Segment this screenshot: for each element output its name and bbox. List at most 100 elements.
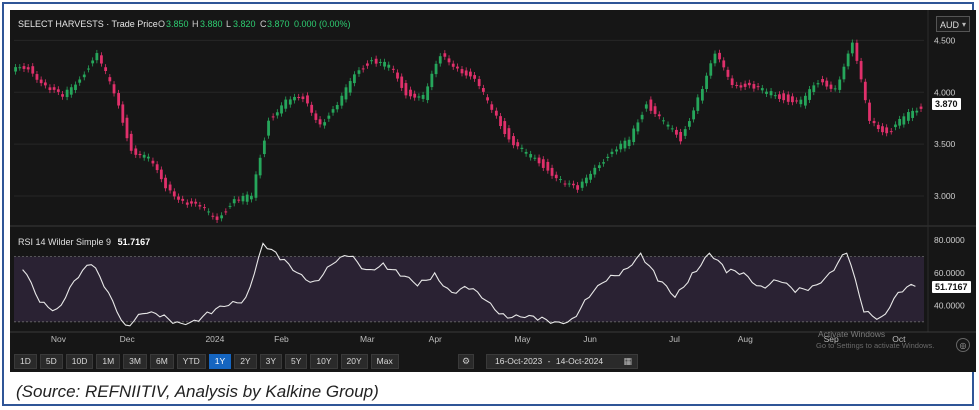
time-axis-label-1: Dec [120, 334, 136, 344]
candle-body [172, 191, 176, 197]
candle-body [117, 93, 121, 106]
candle-body [469, 71, 472, 77]
candle-body [203, 207, 206, 209]
candle-body [795, 100, 799, 102]
candle-body [185, 202, 189, 205]
time-axis-label-4: Mar [360, 334, 375, 344]
candle-body [494, 110, 498, 116]
candle-body [593, 167, 597, 175]
candle-body [91, 60, 95, 64]
candle-body [318, 119, 322, 125]
candle-body [267, 120, 270, 136]
candle-body [477, 79, 481, 87]
candle-body [666, 124, 670, 127]
candle-body [409, 89, 412, 97]
candle-body [907, 112, 910, 121]
range-button-1y[interactable]: 1Y [208, 354, 232, 369]
candle-body [739, 85, 743, 88]
candle-body [280, 105, 283, 114]
candle-body [112, 84, 116, 94]
candle-body [773, 95, 777, 97]
candle-body [872, 120, 876, 124]
candle-body [87, 68, 90, 70]
candle-body [168, 184, 172, 191]
candle-body [434, 63, 438, 75]
candle-body [125, 117, 129, 139]
candle-body [481, 87, 485, 92]
candle-body [876, 124, 880, 130]
range-button-5d[interactable]: 5D [39, 354, 63, 369]
crosshair-settings-icon[interactable]: ◎ [956, 338, 970, 352]
candle-body [769, 91, 773, 96]
candle-body [589, 173, 592, 180]
low-label: L [226, 19, 232, 29]
candle-body [537, 157, 541, 164]
candle-body [61, 94, 64, 97]
candle-body [700, 89, 704, 101]
candle-body [438, 56, 442, 64]
date-from: 16-Oct-2023 [495, 356, 543, 366]
candle-body [146, 156, 150, 159]
candle-body [198, 205, 202, 207]
candle-body [297, 97, 301, 99]
rsi-axis-tick-0: 80.0000 [934, 235, 965, 245]
candle-body [644, 104, 648, 109]
candle-body [713, 53, 717, 64]
candle-body [232, 199, 236, 204]
range-button-10d[interactable]: 10D [65, 354, 94, 369]
date-range-picker[interactable]: 16-Oct-2023 - 14-Oct-2024 ▦ [486, 354, 638, 369]
range-button-3m[interactable]: 3M [123, 354, 147, 369]
candle-body [370, 60, 373, 62]
candle-body [383, 61, 386, 67]
candle-body [529, 154, 533, 158]
price-axis-tick-0: 4.500 [934, 35, 956, 45]
range-button-1m[interactable]: 1M [96, 354, 121, 369]
candle-body [812, 85, 816, 93]
candle-body [310, 104, 314, 113]
candle-body [516, 142, 520, 147]
candle-body [752, 84, 756, 89]
candle-body [679, 132, 683, 142]
candle-body [460, 69, 464, 74]
candle-body [417, 96, 421, 98]
range-button-6m[interactable]: 6M [149, 354, 174, 369]
candle-body [22, 66, 26, 69]
candle-body [134, 148, 138, 155]
candle-body [868, 102, 871, 121]
candle-body [730, 78, 734, 85]
time-axis-label-10: Sep [824, 334, 839, 344]
candle-body [541, 159, 545, 168]
range-button-20y[interactable]: 20Y [340, 354, 368, 369]
activate-windows-subtitle: Go to Settings to activate Windows. [816, 341, 935, 350]
range-button-3y[interactable]: 3Y [259, 354, 282, 369]
candle-body [413, 93, 417, 98]
candle-body [194, 201, 198, 204]
range-button-1d[interactable]: 1D [14, 354, 37, 369]
candle-body [451, 63, 455, 67]
range-button-10y[interactable]: 10Y [310, 354, 338, 369]
range-button-2y[interactable]: 2Y [234, 354, 257, 369]
range-button-5y[interactable]: 5Y [285, 354, 308, 369]
candle-body [709, 63, 713, 76]
candle-body [14, 67, 17, 72]
close-value: 3.870 [267, 19, 290, 29]
candle-body [520, 147, 524, 149]
candle-body [421, 94, 425, 99]
candle-body [683, 129, 687, 136]
rsi-title: RSI 14 Wilder Simple 9 [18, 237, 112, 247]
candle-body [507, 128, 511, 140]
settings-gear-icon[interactable]: ⚙ [458, 354, 474, 369]
price-axis-tick-3: 3.000 [934, 191, 956, 201]
candle-body [35, 74, 39, 80]
currency-dropdown[interactable]: AUD [936, 16, 970, 33]
candle-body [100, 55, 103, 64]
range-button-max[interactable]: Max [370, 354, 399, 369]
candle-body [207, 211, 211, 213]
candle-body [722, 60, 726, 68]
candle-body [31, 66, 35, 74]
candle-body [842, 66, 846, 80]
candle-body [533, 157, 537, 159]
range-button-ytd[interactable]: YTD [176, 354, 206, 369]
candle-body [26, 67, 30, 70]
